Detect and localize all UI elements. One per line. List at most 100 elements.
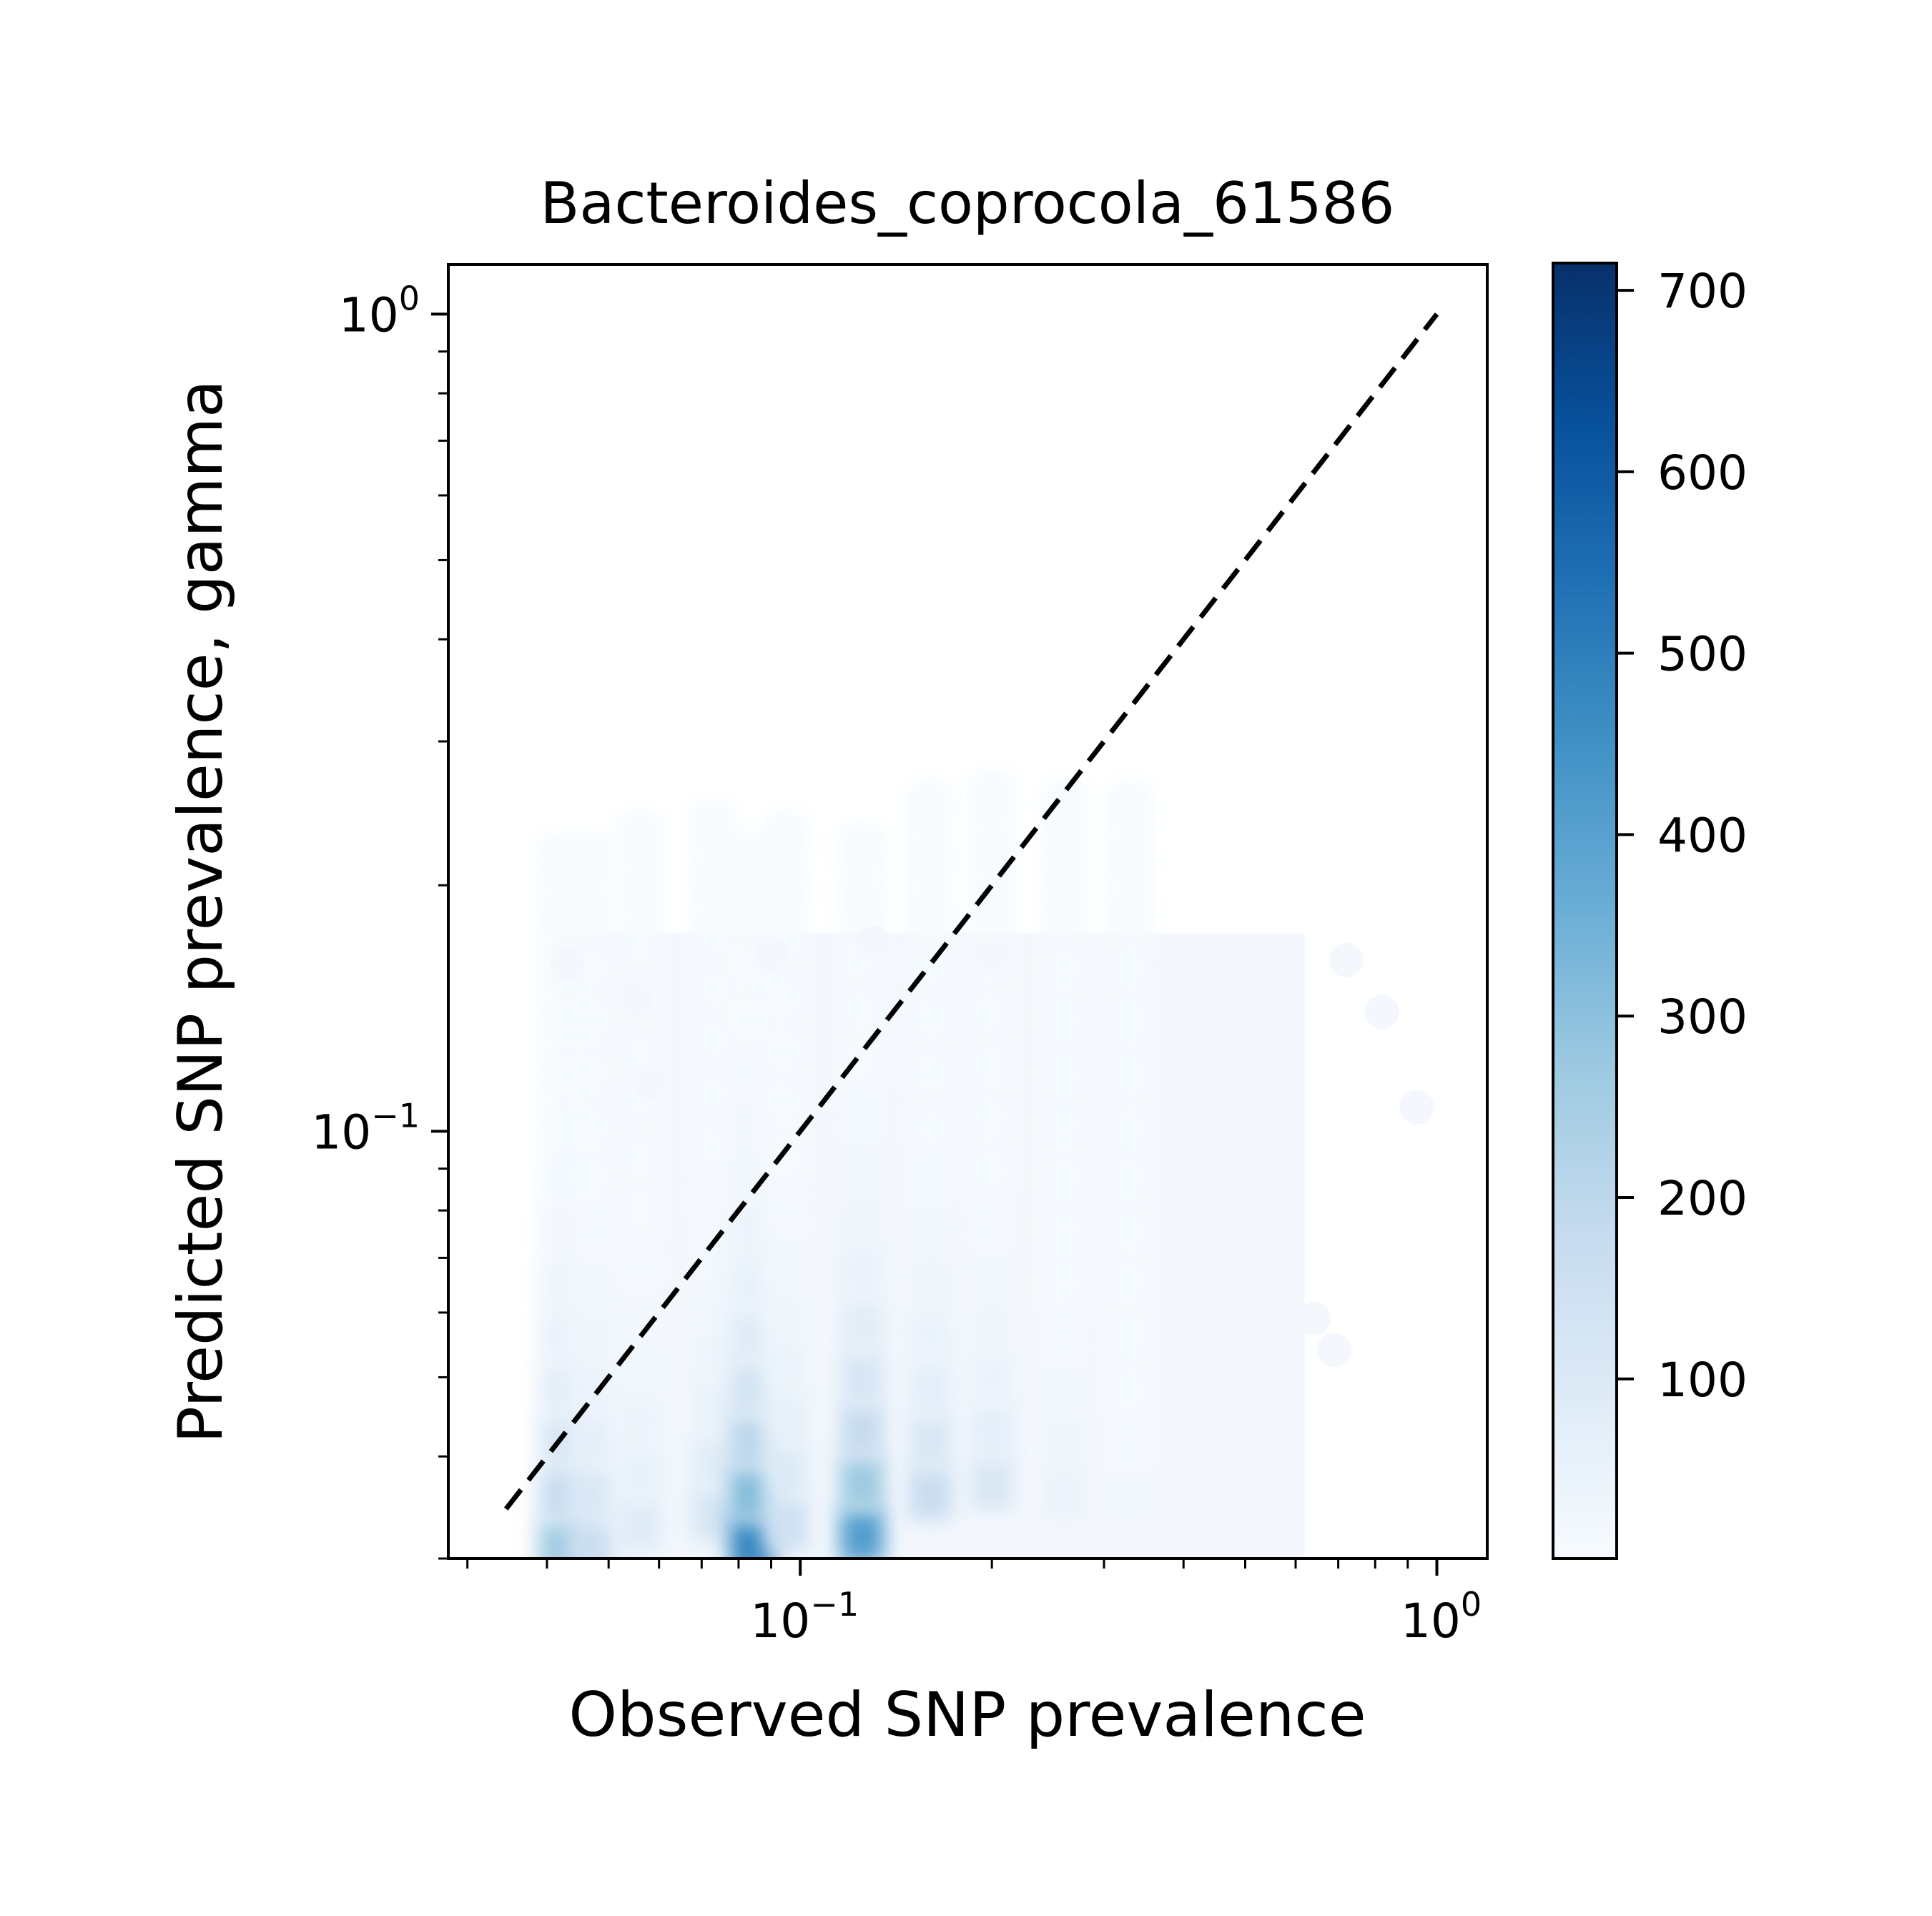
plot-area: [447, 263, 1489, 1560]
density-cell: [691, 907, 736, 962]
density-cell: [970, 1193, 1015, 1248]
density-cell: [569, 1045, 614, 1100]
density-cell: [1042, 1361, 1087, 1416]
colorbar-tick-label: 400: [1657, 808, 1748, 863]
density-cell: [907, 1045, 952, 1100]
density-cell: [970, 1035, 1015, 1090]
density-layer: [538, 772, 1305, 1559]
density-cell: [907, 1203, 952, 1258]
colorbar-tick-label: 600: [1657, 445, 1748, 500]
density-cell: [691, 1065, 736, 1120]
density-cell: [970, 1404, 1015, 1459]
density-cell: [618, 1339, 663, 1394]
density-cell: [839, 1403, 884, 1458]
density-cell: [764, 1286, 809, 1341]
density-column: [569, 834, 614, 1559]
density-column: [764, 812, 809, 1552]
density-cell: [907, 834, 952, 889]
sparse-point: [1329, 942, 1364, 977]
density-cell: [691, 1434, 736, 1489]
density-cell: [839, 1192, 884, 1247]
density-cell: [764, 1023, 809, 1078]
colorbar: 100 200 300 400 500 600 700: [1552, 262, 1748, 1560]
colorbar-gradient: [1553, 263, 1617, 1559]
density-cell: [764, 865, 809, 920]
density-cell: [839, 1350, 884, 1405]
density-cell: [618, 812, 663, 867]
density-column: [839, 824, 884, 1559]
density-cell: [764, 1392, 809, 1447]
density-cell: [691, 1118, 736, 1173]
density-cell: [1042, 1308, 1087, 1363]
density-cell: [970, 1140, 1015, 1195]
colorbar-frame: [1552, 262, 1618, 1560]
density-cell: [1108, 887, 1153, 942]
density-cell: [907, 1361, 952, 1416]
density-cell: [839, 1140, 884, 1195]
density-cell: [839, 876, 884, 931]
density-cell: [907, 1466, 952, 1521]
x-tick-label: 10−1: [750, 1585, 859, 1649]
density-cell: [1108, 1361, 1153, 1416]
sparse-point: [1264, 1184, 1299, 1219]
density-cell: [691, 1223, 736, 1278]
density-cell: [691, 1381, 736, 1436]
density-cell: [618, 1234, 663, 1289]
density-cell: [618, 1181, 663, 1236]
sparse-point: [855, 925, 890, 960]
density-cell: [1042, 1203, 1087, 1258]
density-cell: [618, 1392, 663, 1447]
sparse-point: [1193, 1034, 1228, 1070]
density-cell: [569, 1519, 614, 1559]
x-axis: 10−1 100: [466, 1559, 1482, 1649]
sparse-point: [1238, 1313, 1273, 1348]
sparse-point: [1205, 1374, 1240, 1409]
density-cell: [569, 1309, 614, 1364]
density-cell: [618, 1497, 663, 1552]
density-cell: [569, 1414, 614, 1469]
density-cell: [839, 1456, 884, 1511]
density-cell: [691, 1328, 736, 1383]
density-cell: [839, 1508, 884, 1559]
colorbar-tick-label: 200: [1657, 1171, 1748, 1226]
density-cell: [569, 1098, 614, 1153]
density-cell: [764, 1076, 809, 1131]
x-axis-label: Observed SNP prevalence: [568, 1679, 1366, 1751]
density-cell: [1108, 1413, 1153, 1468]
density-cell: [1042, 939, 1087, 994]
density-cell: [764, 812, 809, 867]
density-cell: [970, 1298, 1015, 1353]
density-cell: [1108, 992, 1153, 1047]
density-cell: [618, 918, 663, 973]
density-column: [618, 812, 663, 1552]
sparse-point: [1268, 1128, 1303, 1163]
density-cell: [970, 1351, 1015, 1406]
density-cell: [569, 1151, 614, 1206]
density-cell: [1108, 834, 1153, 889]
density-cell: [839, 982, 884, 1037]
density-cell: [691, 854, 736, 909]
density-column: [970, 772, 1015, 1511]
density-cell: [1042, 1466, 1087, 1521]
density-cell: [970, 824, 1015, 879]
sparse-point: [1205, 1529, 1240, 1559]
density-cell: [764, 1497, 809, 1552]
sparse-point: [1317, 1333, 1352, 1368]
density-cell: [970, 877, 1015, 932]
chart-title: Bacteroides_coprocola_61586: [541, 170, 1395, 237]
density-cell: [1108, 1097, 1153, 1152]
y-axis-label: Predicted SNP prevalence, gamma: [165, 380, 237, 1443]
sparse-point: [1399, 1090, 1434, 1125]
density-cell: [569, 1256, 614, 1311]
density-cell: [764, 970, 809, 1025]
density-cell: [569, 1467, 614, 1522]
colorbar-tick-label: 300: [1657, 989, 1748, 1045]
density-cell: [839, 1245, 884, 1300]
density-cell: [691, 1012, 736, 1067]
density-cell: [764, 1234, 809, 1289]
density-cell: [839, 824, 884, 879]
density-cell: [691, 1486, 736, 1541]
density-cell: [1108, 781, 1153, 836]
reference-diagonal-line: [503, 312, 1439, 1511]
